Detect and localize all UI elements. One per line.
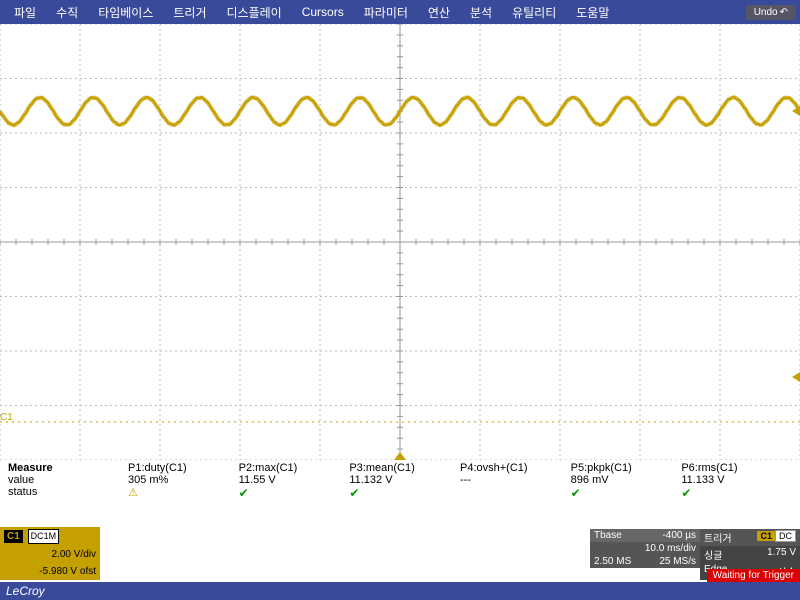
- channel-badge: C1: [4, 530, 23, 543]
- trigger-source-badge: C1: [757, 531, 775, 541]
- channel-info-box[interactable]: C1 DC1M 2.00 V/div -5.980 V ofst: [0, 527, 100, 580]
- measure-status-p1: ⚠: [128, 486, 239, 500]
- menu-vertical[interactable]: 수직: [46, 4, 88, 21]
- timebase-delay: -400 µs: [662, 530, 696, 541]
- trigger-coupling-badge: DC: [775, 530, 796, 542]
- timebase-scale: 10.0 ms/div: [645, 543, 696, 554]
- channel-offset: -5.980 V ofst: [0, 563, 100, 580]
- measure-status-p4: [460, 486, 571, 500]
- menu-trigger[interactable]: 트리거: [163, 4, 216, 21]
- undo-button[interactable]: Undo↶: [746, 5, 796, 20]
- trigger-mode: 싱글: [704, 547, 722, 562]
- measure-header-p2: P2:max(C1): [239, 462, 350, 474]
- brand-bar: LeCroy: [0, 582, 800, 600]
- measure-value-p3: 11.132 V: [349, 474, 460, 486]
- measure-status-p6: ✔: [681, 486, 792, 500]
- menu-file[interactable]: 파일: [4, 4, 46, 21]
- waveform-grid[interactable]: C1: [0, 24, 800, 460]
- channel-scale: 2.00 V/div: [0, 546, 100, 563]
- measure-header-label: Measure: [8, 462, 128, 474]
- brand-label: LeCroy: [6, 584, 45, 598]
- coupling-badge: DC1M: [28, 529, 60, 544]
- timebase-samples: 2.50 MS: [594, 556, 631, 567]
- measurement-table: Measure P1:duty(C1) P2:max(C1) P3:mean(C…: [0, 460, 800, 500]
- trigger-status: Waiting for Trigger: [707, 569, 800, 582]
- trigger-level: 1.75 V: [767, 547, 796, 562]
- measure-value-label: value: [8, 474, 128, 486]
- measure-header-p5: P5:pkpk(C1): [571, 462, 682, 474]
- measure-header-p6: P6:rms(C1): [681, 462, 792, 474]
- timebase-box[interactable]: Tbase -400 µs 10.0 ms/div 2.50 MS 25 MS/s: [590, 529, 700, 580]
- measure-value-p2: 11.55 V: [239, 474, 350, 486]
- measure-value-p1: 305 m%: [128, 474, 239, 486]
- measure-status-p3: ✔: [349, 486, 460, 500]
- menu-math[interactable]: 연산: [418, 4, 460, 21]
- channel-label: C1: [0, 412, 13, 423]
- menu-display[interactable]: 디스플레이: [217, 4, 292, 21]
- measure-value-p4: ---: [460, 474, 571, 486]
- trigger-title: 트리거: [704, 530, 732, 545]
- measure-value-p5: 896 mV: [571, 474, 682, 486]
- measure-value-p6: 11.133 V: [681, 474, 792, 486]
- waveform-svg: [0, 24, 800, 460]
- undo-icon: ↶: [780, 7, 788, 18]
- measure-status-label: status: [8, 486, 128, 500]
- measure-status-p5: ✔: [571, 486, 682, 500]
- measure-header-p4: P4:ovsh+(C1): [460, 462, 571, 474]
- measure-header-p3: P3:mean(C1): [349, 462, 460, 474]
- menu-timebase[interactable]: 타임베이스: [88, 4, 163, 21]
- timebase-rate: 25 MS/s: [659, 556, 696, 567]
- menu-parameter[interactable]: 파라미터: [354, 4, 418, 21]
- menu-analysis[interactable]: 분석: [460, 4, 502, 21]
- menu-cursors[interactable]: Cursors: [292, 5, 354, 19]
- menu-utility[interactable]: 유틸리티: [502, 4, 566, 21]
- menu-bar: 파일 수직 타임베이스 트리거 디스플레이 Cursors 파라미터 연산 분석…: [0, 0, 800, 24]
- trigger-time-marker[interactable]: [394, 452, 406, 460]
- ground-marker[interactable]: [792, 106, 800, 116]
- measure-status-p2: ✔: [239, 486, 350, 500]
- menu-help[interactable]: 도움말: [566, 4, 619, 21]
- measure-header-p1: P1:duty(C1): [128, 462, 239, 474]
- timebase-title: Tbase: [594, 530, 622, 541]
- trigger-level-marker[interactable]: [792, 372, 800, 382]
